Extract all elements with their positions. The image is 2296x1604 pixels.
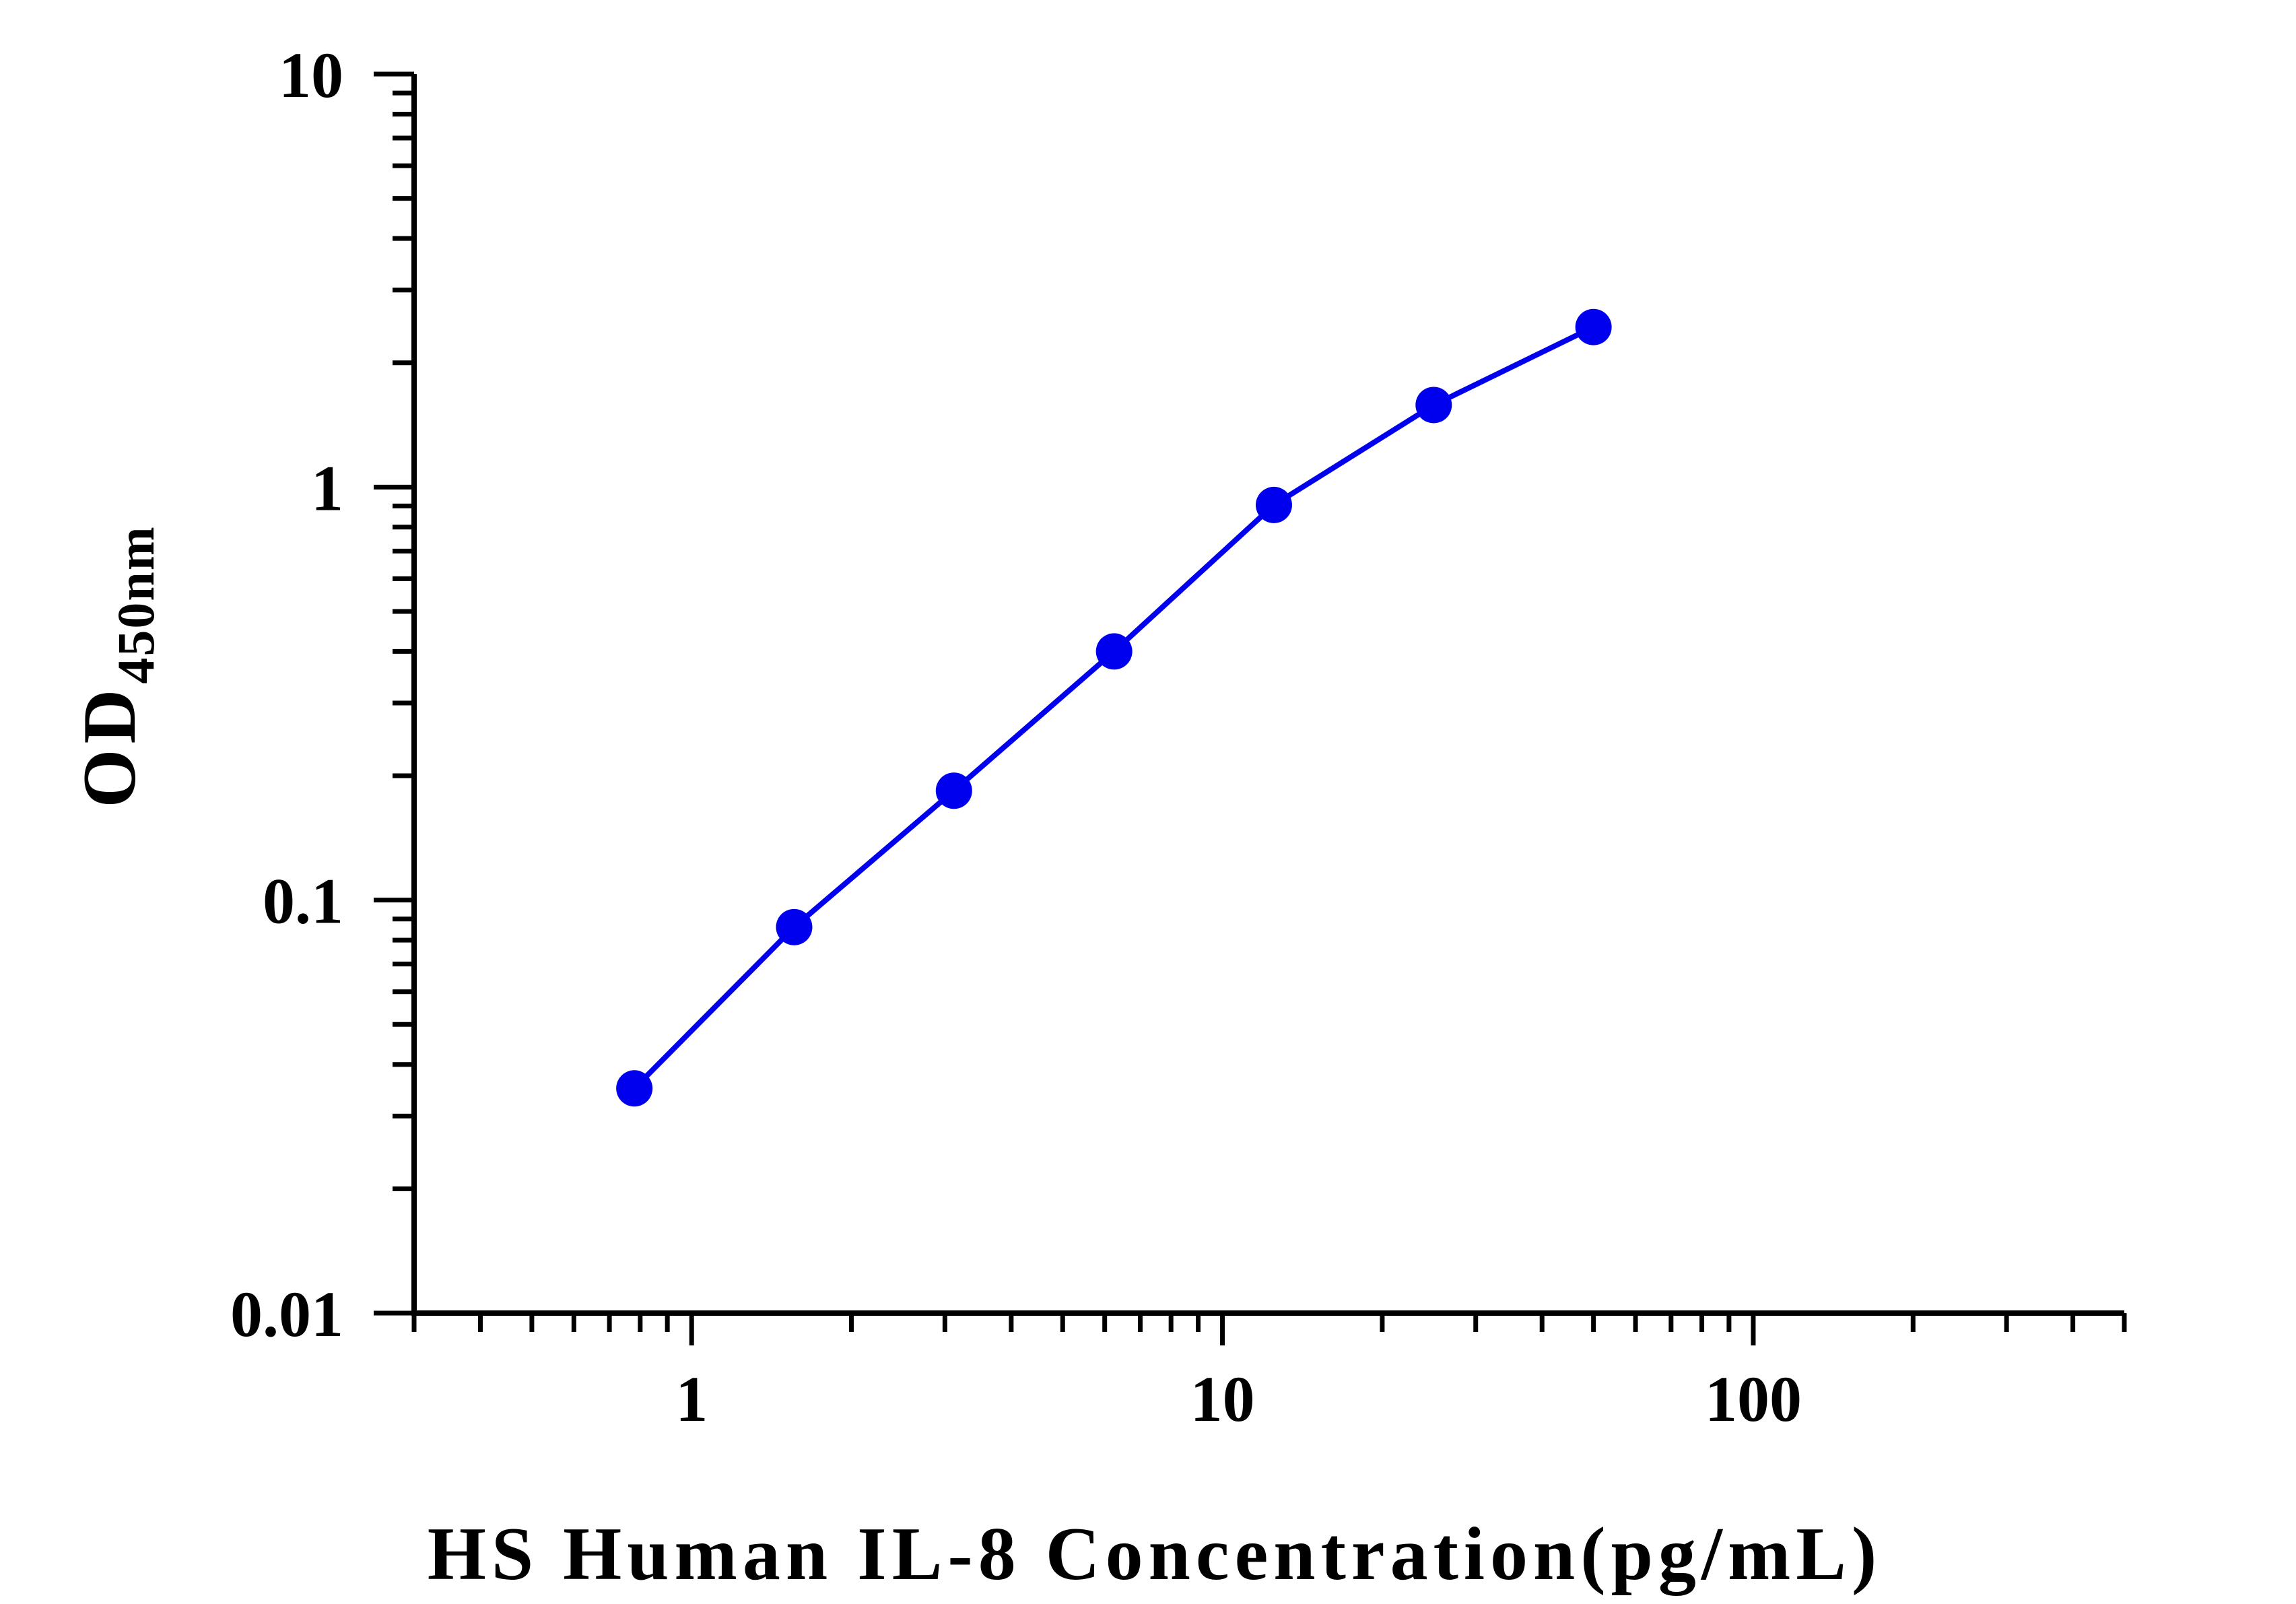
y-axis-title: OD450nm — [68, 525, 165, 807]
data-point — [1095, 633, 1133, 670]
data-point — [935, 772, 972, 809]
data-point — [1255, 486, 1292, 523]
tick-labels: 1 10 100 0.01 0.1 1 10 — [230, 39, 1802, 1435]
data-point — [616, 1070, 653, 1107]
x-tick-label: 10 — [1190, 1363, 1255, 1435]
ticks — [374, 71, 2127, 1345]
y-axis-title-subscript: 450nm — [106, 525, 165, 683]
axes — [411, 74, 2124, 1316]
y-tick-label: 0.01 — [230, 1278, 343, 1350]
data-point — [776, 908, 813, 945]
y-tick-label: 0.1 — [263, 865, 343, 937]
y-tick-label: 1 — [311, 452, 343, 524]
data-point — [1415, 387, 1452, 424]
x-axis-title: HS Human IL-8 Concentration(pg/mL) — [428, 1512, 1883, 1596]
x-tick-label: 1 — [675, 1363, 708, 1435]
y-axis-title-main: OD — [68, 684, 151, 808]
x-tick-label: 100 — [1705, 1363, 1802, 1435]
series-line — [632, 325, 1595, 1091]
series — [616, 308, 1612, 1107]
data-point — [1575, 308, 1612, 345]
y-tick-label: 10 — [279, 39, 343, 111]
